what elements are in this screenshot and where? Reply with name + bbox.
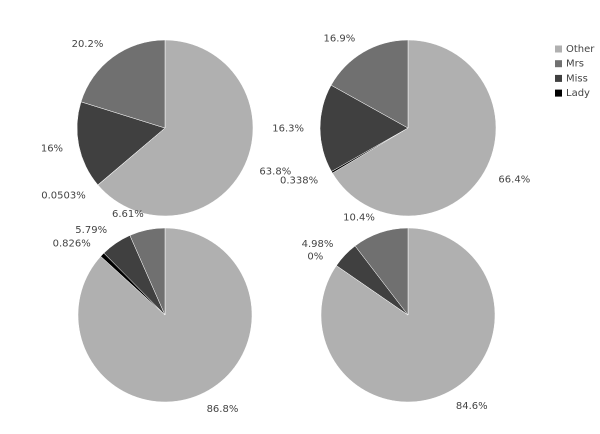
- slice-label: 16%: [41, 144, 63, 155]
- slice-label: 10.4%: [343, 212, 375, 223]
- slice-label: 4.98%: [302, 239, 334, 250]
- pie-slice: [354, 227, 409, 316]
- legend-label: Miss: [566, 73, 588, 84]
- slice-label: 16.9%: [324, 33, 356, 44]
- slice-label: 66.4%: [498, 174, 530, 185]
- legend-swatch: [555, 45, 562, 53]
- pie-slice: [76, 101, 166, 186]
- legend-label: Lady: [566, 88, 590, 99]
- legend-swatch: [555, 60, 562, 68]
- pie-slice: [320, 227, 496, 403]
- slice-label: 84.6%: [456, 401, 488, 412]
- pie-slice: [129, 227, 166, 316]
- legend-label: Mrs: [566, 59, 584, 70]
- slice-label: 20.2%: [72, 39, 104, 50]
- pie-slice: [319, 84, 409, 172]
- slice-label: 5.79%: [75, 225, 107, 236]
- slice-label: 0.338%: [280, 175, 318, 186]
- slice-label: 86.8%: [207, 404, 239, 415]
- slice-label: 6.61%: [112, 209, 144, 220]
- pie-slice: [332, 39, 497, 217]
- slice-label: 0.0503%: [41, 190, 86, 201]
- pie-slice: [80, 39, 166, 129]
- legend-swatch: [555, 89, 562, 97]
- pie-slice: [330, 39, 409, 129]
- legend-swatch: [555, 74, 562, 82]
- pie-slice: [97, 39, 254, 217]
- legend-label: Other: [566, 44, 595, 55]
- slice-label: 16.3%: [272, 123, 304, 134]
- slice-label: 63.8%: [259, 167, 291, 178]
- slice-label: 0.826%: [53, 239, 91, 250]
- slice-label: 0%: [307, 251, 323, 262]
